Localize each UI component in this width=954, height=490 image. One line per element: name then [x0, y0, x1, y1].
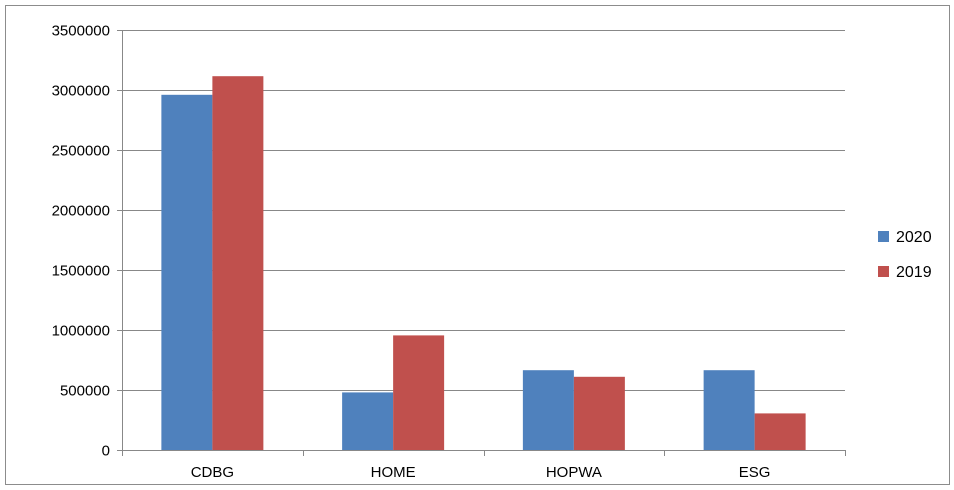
- x-category-label: CDBG: [191, 464, 234, 481]
- x-category-label: HOME: [371, 464, 416, 481]
- legend-label-2019: 2019: [896, 264, 932, 281]
- y-tick-label: 1000000: [52, 323, 110, 340]
- bar-cdbg-2020: [161, 94, 213, 451]
- legend-swatch-2019: [878, 266, 889, 277]
- x-category-label: HOPWA: [546, 464, 602, 481]
- bars: [161, 76, 806, 451]
- bar-cdbg-2019: [212, 76, 264, 450]
- y-axis-tick-labels: 0 500000 1000000 1500000 2000000 2500000 30000…: [52, 23, 110, 460]
- y-tick-label: 2000000: [52, 203, 110, 220]
- y-tick-label: 1500000: [52, 263, 110, 280]
- legend-swatch-2020: [878, 231, 889, 242]
- bar-home-2019: [393, 335, 445, 450]
- axes: [117, 30, 846, 456]
- bar-hopwa-2020: [522, 370, 574, 450]
- bar-hopwa-2019: [573, 376, 625, 450]
- y-tick-label: 3500000: [52, 23, 110, 40]
- x-category-label: ESG: [739, 464, 771, 481]
- bar-esg-2019: [754, 413, 806, 450]
- x-axis-category-labels: CDBG HOME HOPWA ESG: [191, 464, 771, 481]
- y-tick-label: 2500000: [52, 143, 110, 160]
- y-tick-label: 0: [102, 443, 110, 460]
- y-tick-label: 500000: [60, 383, 110, 400]
- y-tick-label: 3000000: [52, 83, 110, 100]
- legend-label-2020: 2020: [896, 229, 932, 246]
- bar-esg-2020: [703, 370, 755, 450]
- legend: 2020 2019: [878, 229, 932, 281]
- bar-home-2020: [342, 392, 394, 450]
